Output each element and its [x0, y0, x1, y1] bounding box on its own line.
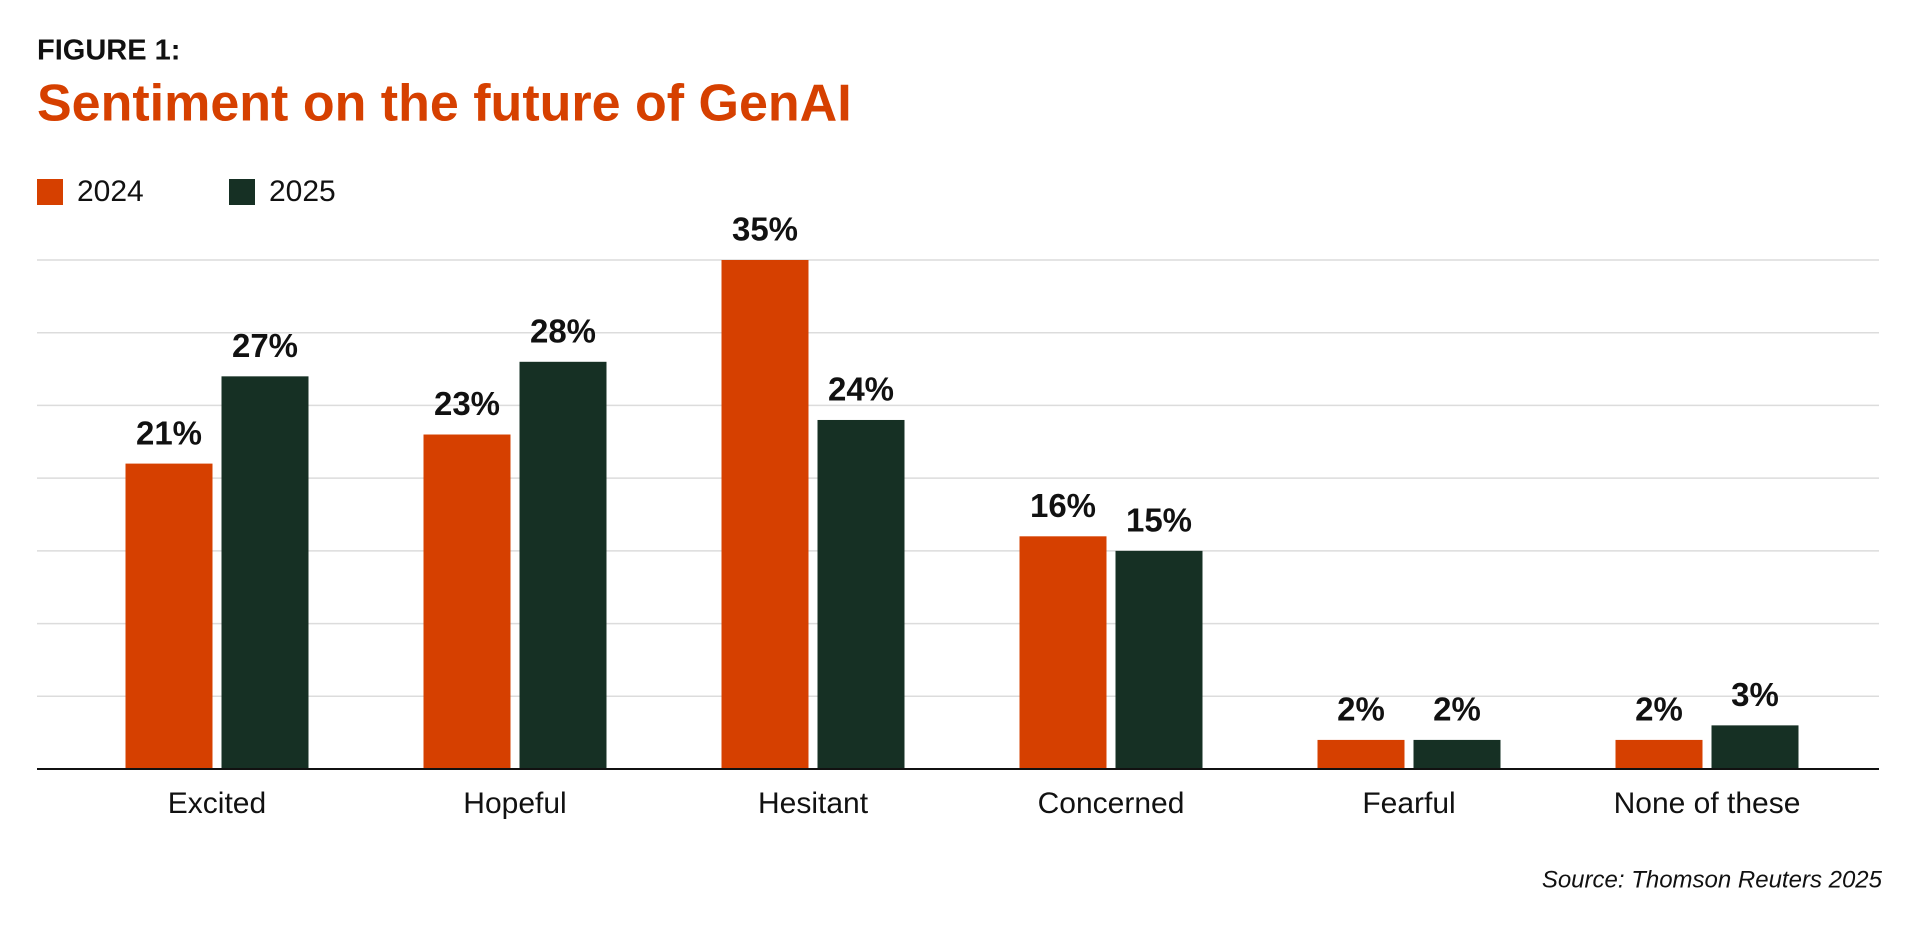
- value-label: 28%: [530, 313, 596, 350]
- bar: [1317, 739, 1405, 769]
- x-tick-label: Concerned: [1038, 787, 1185, 820]
- legend-label: 2025: [269, 175, 336, 208]
- value-label: 21%: [136, 414, 202, 451]
- value-label: 15%: [1126, 502, 1192, 539]
- bar: [1019, 536, 1107, 769]
- bar: [423, 434, 511, 769]
- chart-title: Sentiment on the future of GenAI: [37, 75, 852, 133]
- bar: [1413, 739, 1501, 769]
- figure-label: FIGURE 1:: [37, 35, 180, 67]
- value-label: 35%: [732, 211, 798, 248]
- x-tick-label: Fearful: [1362, 787, 1455, 820]
- bar: [125, 463, 213, 769]
- x-tick-label: Hesitant: [758, 787, 869, 820]
- source: Source: Thomson Reuters 2025: [1542, 866, 1883, 893]
- bar: [721, 260, 809, 769]
- value-label: 24%: [828, 371, 894, 408]
- value-label: 2%: [1433, 691, 1481, 728]
- value-label: 2%: [1635, 691, 1683, 728]
- value-label: 16%: [1030, 487, 1096, 524]
- x-tick-label: Hopeful: [463, 787, 566, 820]
- bar: [221, 376, 309, 769]
- value-label: 2%: [1337, 691, 1385, 728]
- x-tick-label: None of these: [1614, 787, 1801, 820]
- x-tick-label: Excited: [168, 787, 266, 820]
- value-label: 23%: [434, 385, 500, 422]
- legend-swatch: [229, 179, 255, 205]
- bar: [1115, 550, 1203, 769]
- legend-swatch: [37, 179, 63, 205]
- value-label: 3%: [1731, 676, 1779, 713]
- bar: [519, 361, 607, 769]
- bar: [1615, 739, 1703, 769]
- bar: [1711, 725, 1799, 769]
- legend-label: 2024: [77, 175, 144, 208]
- value-label: 27%: [232, 327, 298, 364]
- bar: [817, 419, 905, 769]
